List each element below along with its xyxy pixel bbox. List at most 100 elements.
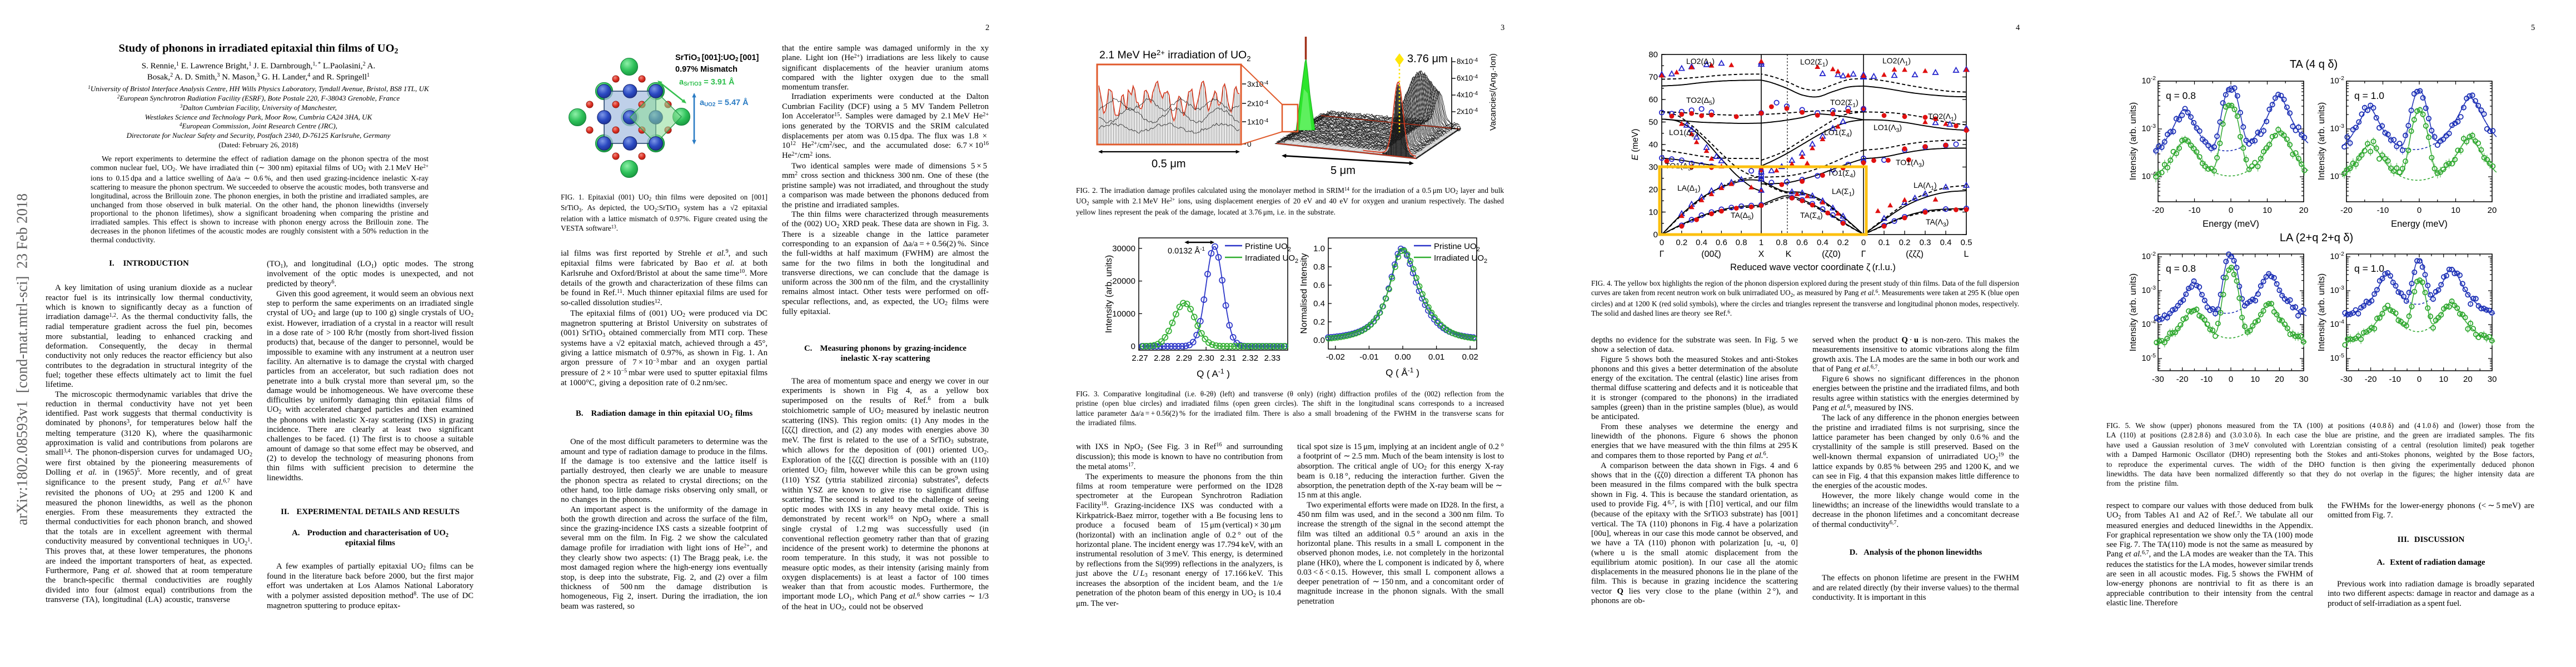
svg-text:10-3: 10-3 [2142,123,2156,133]
svg-text:Intensity (arb. units): Intensity (arb. units) [2317,273,2326,352]
svg-text:TO1(Σ4): TO1(Σ4) [1827,168,1856,180]
svg-text:-20: -20 [2365,375,2377,384]
svg-text:0: 0 [1247,140,1252,148]
svg-text:LO1(Δ2′): LO1(Δ2′) [1669,128,1699,139]
svg-text:20: 20 [2463,375,2473,384]
svg-text:-10: -10 [2377,206,2389,215]
svg-text:Intensity (arb. units): Intensity (arb. units) [1104,255,1114,334]
svg-text:0.5 μm: 0.5 μm [1152,158,1186,170]
svg-text:LA(Σ1): LA(Σ1) [1832,187,1855,198]
svg-text:Q ( A-1 ): Q ( A-1 ) [1197,367,1230,379]
svg-text:2.1 MeV He2+ irradiation of UO: 2.1 MeV He2+ irradiation of UO2 [1099,48,1250,63]
svg-text:-30: -30 [2152,375,2164,384]
svg-text:0.8: 0.8 [1736,238,1747,247]
svg-text:0.8: 0.8 [1776,238,1787,247]
svg-text:-0.01: -0.01 [1359,352,1378,362]
svg-text:0.4: 0.4 [1696,238,1707,247]
svg-text:1x10-4: 1x10-4 [1247,118,1269,126]
svg-text:-20: -20 [2340,206,2353,215]
svg-text:0: 0 [2229,206,2233,215]
svg-text:10-2: 10-2 [2142,251,2156,261]
svg-text:LA (2+q 2+q δ): LA (2+q 2+q δ) [2280,232,2353,244]
svg-text:10-2: 10-2 [2330,251,2345,261]
svg-text:10-2: 10-2 [2330,75,2345,86]
svg-text:30: 30 [2488,375,2497,384]
svg-text:10-2: 10-2 [2142,75,2156,86]
svg-text:LO1(Σ4): LO1(Σ4) [1824,128,1852,139]
svg-text:0.6: 0.6 [1796,238,1808,247]
svg-text:0.2: 0.2 [1313,317,1325,327]
svg-text:20: 20 [2488,206,2497,215]
svg-text:0.2: 0.2 [1837,238,1849,247]
svg-text:TO2(Σ1): TO2(Σ1) [1830,98,1858,109]
svg-text:q = 1.0: q = 1.0 [2354,90,2384,101]
svg-text:2.32: 2.32 [1242,354,1258,363]
svg-text:-10: -10 [2389,375,2401,384]
svg-text:LO2(Σ1): LO2(Σ1) [1800,57,1828,68]
svg-text:1.0: 1.0 [1313,244,1325,253]
svg-text:Γ: Γ [1861,250,1866,259]
svg-text:6x10-4: 6x10-4 [1457,74,1478,82]
svg-text:0: 0 [1660,238,1664,247]
svg-text:TO2(Λ1): TO2(Λ1) [1928,112,1957,123]
svg-text:2.33: 2.33 [1264,354,1280,363]
svg-text:TO2(Δ5): TO2(Δ5) [1686,96,1715,107]
svg-text:20: 20 [1648,185,1658,195]
svg-text:0.6: 0.6 [1716,238,1727,247]
svg-text:TA(Δ5): TA(Δ5) [1731,211,1753,222]
svg-text:0: 0 [1861,238,1866,247]
svg-text:Reduced wave vector coordinate: Reduced wave vector coordinate ζ (r.l.u.… [1730,262,1896,272]
svg-text:0.1: 0.1 [1879,238,1890,247]
svg-text:2.31: 2.31 [1220,354,1236,363]
svg-text:q = 1.0: q = 1.0 [2354,263,2384,274]
svg-text:(ζζζ): (ζζζ) [1906,250,1924,259]
svg-text:-10: -10 [2189,206,2201,215]
svg-text:0.8: 0.8 [1313,262,1325,272]
svg-text:TA (4 q δ): TA (4 q δ) [2290,58,2338,71]
svg-text:0: 0 [1457,125,1461,133]
svg-text:X: X [1758,250,1765,259]
svg-text:60: 60 [1648,95,1658,104]
svg-text:10000: 10000 [1112,309,1135,318]
svg-text:2.30: 2.30 [1198,354,1214,363]
svg-text:q = 0.8: q = 0.8 [2166,90,2196,101]
svg-text:0: 0 [1131,342,1135,351]
svg-text:Energy (meV): Energy (meV) [2391,388,2448,389]
svg-text:0.4: 0.4 [1940,238,1952,247]
svg-text:0.3: 0.3 [1920,238,1931,247]
svg-text:E (meV): E (meV) [1631,129,1640,161]
svg-text:0.2: 0.2 [1676,238,1687,247]
svg-text:1: 1 [1759,238,1763,247]
svg-text:2x10-4: 2x10-4 [1457,107,1478,116]
svg-text:10-3: 10-3 [2330,285,2345,295]
svg-text:LO2(Λ1): LO2(Λ1) [1882,56,1911,67]
svg-text:TA(Λ3): TA(Λ3) [1926,217,1949,228]
svg-text:-20: -20 [2176,375,2189,384]
svg-text:(00ζ): (00ζ) [1701,250,1721,259]
svg-text:-30: -30 [2340,375,2353,384]
svg-text:0.01: 0.01 [1428,352,1444,362]
svg-text:Intensity (arb. units): Intensity (arb. units) [2317,102,2326,181]
svg-text:0.5: 0.5 [1961,238,1972,247]
svg-text:K: K [1786,250,1792,259]
svg-text:10-5: 10-5 [2142,352,2156,363]
svg-text:Energy (meV): Energy (meV) [2391,219,2448,229]
svg-text:5 μm: 5 μm [1331,165,1356,177]
svg-text:LO2(Δ1): LO2(Δ1) [1686,57,1715,68]
svg-text:Intensity (arb. units): Intensity (arb. units) [2129,102,2138,181]
svg-text:4x10-4: 4x10-4 [1457,91,1478,99]
svg-text:Vacancies/(Ang.-Ion): Vacancies/(Ang.-Ion) [1488,53,1498,131]
svg-text:-0.02: -0.02 [1326,352,1345,362]
svg-text:2.27: 2.27 [1132,354,1148,363]
svg-text:2.28: 2.28 [1154,354,1170,363]
svg-text:10: 10 [1648,208,1658,217]
svg-text:-10: -10 [2200,375,2213,384]
svg-text:Irradiated UO2: Irradiated UO2 [1245,253,1298,265]
svg-text:TA(Σ4): TA(Σ4) [1800,211,1823,222]
svg-text:30: 30 [1648,163,1658,172]
svg-text:0: 0 [1653,230,1658,240]
svg-text:Q ( Å-1 ): Q ( Å-1 ) [1386,366,1419,378]
svg-text:3.76 μm: 3.76 μm [1407,53,1448,65]
svg-text:Energy (meV): Energy (meV) [2203,219,2259,229]
svg-text:0.00: 0.00 [1394,352,1411,362]
